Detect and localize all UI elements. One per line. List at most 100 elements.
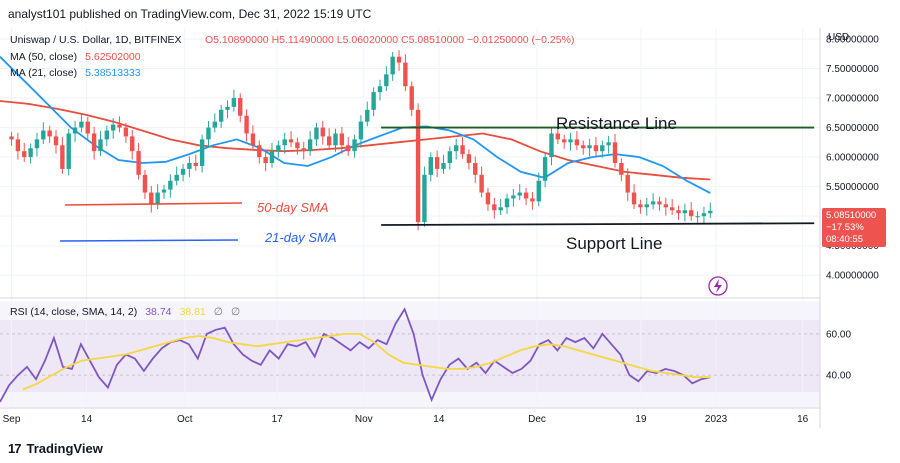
candle-body: [619, 163, 624, 175]
candle-body: [225, 106, 230, 110]
candle-body: [161, 189, 167, 193]
candle-body: [15, 139, 21, 152]
candle-body: [542, 157, 548, 181]
time-tick-label: 14: [433, 414, 445, 425]
candle-body: [263, 157, 268, 163]
candle-body: [91, 133, 97, 152]
legend-ohlc: O5.10890000 H5.11490000 L5.06020000 C5.0…: [205, 34, 574, 46]
candle-body: [41, 130, 46, 140]
candle-body: [231, 98, 237, 107]
candle-body: [473, 163, 478, 175]
candle-body: [549, 133, 554, 158]
legend-ma50-value: 5.62502000: [85, 51, 141, 63]
candle-body: [66, 133, 71, 169]
candle-body: [689, 210, 694, 217]
candle-body: [384, 74, 389, 87]
candle-body: [466, 154, 472, 163]
price-tick-label: 5.50000000: [826, 182, 879, 193]
chart-header: analyst101 published on TradingView.com,…: [0, 0, 900, 28]
legend-rsi-null2: ∅: [231, 306, 240, 318]
candle-body: [352, 139, 357, 152]
candle-body: [409, 86, 414, 110]
replay-icon[interactable]: [708, 276, 728, 296]
candle-body: [682, 210, 688, 214]
candle-body: [485, 192, 491, 205]
time-tick-label: 2023: [705, 414, 728, 425]
legend-change: −0.01250000 (−0.25%): [467, 34, 574, 46]
rsi-tick-label: 40.00: [826, 371, 851, 382]
candle-body: [517, 192, 522, 196]
svg-text:Uniswap / U.S. Dollar, 1D, BIT: Uniswap / U.S. Dollar, 1D, BITFINEX: [10, 34, 182, 46]
candle-body: [22, 151, 27, 158]
price-chart[interactable]: Uniswap / U.S. Dollar, 1D, BITFINEX O5.1…: [0, 28, 900, 438]
svg-text:MA (50, close)5.62502000: MA (50, close) 5.62502000: [10, 51, 141, 63]
candle-body: [371, 92, 376, 110]
candles: [9, 50, 713, 231]
candle-body: [631, 192, 637, 205]
price-tick-label: 6.50000000: [826, 123, 879, 134]
tradingview-logo-mark: 17: [8, 440, 22, 456]
time-tick-label: 19: [635, 414, 647, 425]
legend-ma50-label: MA (50, close): [10, 51, 77, 63]
candle-body: [98, 139, 103, 152]
rsi-axis[interactable]: 60.00 40.00: [826, 329, 851, 381]
candle-body: [288, 139, 294, 143]
publisher-line: analyst101 published on TradingView.com,…: [8, 7, 372, 21]
candle-body: [587, 145, 592, 149]
candle-body: [479, 174, 484, 193]
candle-body: [339, 133, 345, 146]
footer: 17 TradingView: [8, 438, 103, 458]
candle-body: [593, 145, 599, 152]
candle-body: [504, 198, 510, 208]
price-tick-label: 4.00000000: [826, 271, 879, 282]
candle-body: [238, 98, 243, 116]
time-tick-label: Dec: [528, 414, 546, 425]
candle-body: [168, 180, 173, 190]
candle-body: [625, 174, 630, 193]
candle-body: [282, 139, 287, 146]
price-badge: 5.08510000 −17.53% 08:40:55: [822, 208, 886, 247]
candle-body: [206, 127, 211, 140]
support-line: [381, 222, 815, 226]
rsi-sma-line: [22, 332, 711, 391]
candle-body: [199, 139, 205, 166]
candle-body: [244, 115, 249, 134]
price-tick-label: 7.00000000: [826, 94, 879, 105]
candle-body: [307, 139, 313, 152]
candle-body: [568, 139, 573, 143]
time-tick-label: 16: [797, 414, 809, 425]
time-tick-label: Oct: [177, 414, 193, 425]
candle-body: [346, 145, 351, 152]
candle-body: [333, 133, 338, 146]
trend-lines: [381, 126, 815, 226]
candle-body: [180, 168, 186, 175]
legend-rsi-value: 38.74: [145, 306, 171, 318]
badge-price: 5.08510000: [826, 210, 876, 221]
candle-body: [498, 207, 503, 211]
candle-body: [79, 121, 84, 128]
candle-body: [434, 157, 440, 169]
candle-body: [530, 198, 535, 202]
legend-high: H5.11490000: [272, 34, 334, 46]
candle-body: [612, 142, 618, 163]
candle-body: [314, 127, 319, 140]
price-tick-label: 6.00000000: [826, 153, 879, 164]
candle-body: [460, 145, 465, 155]
candle-body: [492, 204, 497, 211]
legend-rsi-null1: ∅: [214, 306, 223, 318]
price-tick-label: 7.50000000: [826, 64, 879, 75]
candle-body: [72, 127, 78, 134]
candle-body: [123, 127, 129, 137]
candle-body: [663, 204, 669, 208]
currency-label: USD: [828, 32, 849, 43]
candle-body: [149, 192, 154, 205]
candle-body: [187, 163, 192, 169]
time-axis[interactable]: Sep 14 Oct 17 Nov 14 Dec 19 2023 16: [3, 414, 809, 425]
candle-body: [53, 136, 59, 146]
svg-text:MA (21, close)5.38513333: MA (21, close) 5.38513333: [10, 67, 141, 79]
badge-pct: −17.53%: [826, 222, 864, 233]
badge-countdown: 08:40:55: [826, 234, 863, 245]
candle-body: [174, 174, 179, 181]
candle-body: [295, 142, 300, 149]
candle-body: [34, 139, 40, 149]
